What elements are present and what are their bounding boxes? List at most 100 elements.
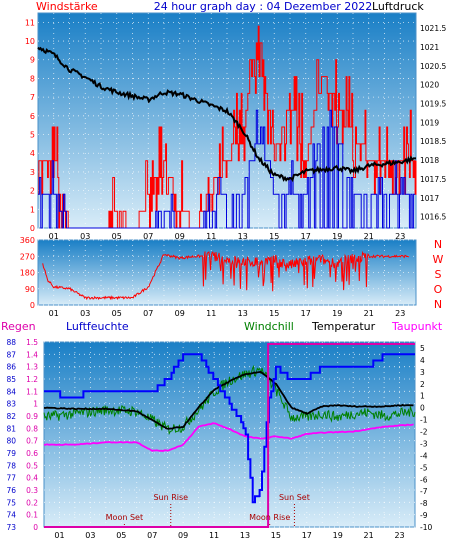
rain-tick-label: 0.4	[26, 474, 38, 483]
y-left-tick-label: 8	[30, 74, 35, 83]
humidity-series	[44, 353, 415, 504]
humidity-tick-label: 75	[6, 498, 16, 507]
rain-tick-label: 0	[33, 523, 38, 532]
x-tick-label: 07	[143, 232, 153, 241]
temperature-tick-label: 3	[420, 368, 425, 377]
humidity-label: Luftfeuchte	[66, 320, 129, 333]
compass-label: N	[434, 298, 442, 311]
rain-tick-label: 1.5	[26, 338, 38, 347]
panel2-series	[42, 250, 410, 301]
humidity-tick-label: 77	[6, 474, 16, 483]
annotation-label: Moon Set	[106, 513, 143, 522]
pressure-label: Luftdruck	[372, 0, 424, 13]
y-tick-label: 0	[30, 301, 35, 310]
temperature-tick-label: 2	[420, 380, 425, 389]
pressure-series	[37, 46, 416, 183]
humidity-tick-label: 88	[6, 338, 16, 347]
humidity-tick-label: 74	[6, 511, 16, 520]
rain-tick-label: 0.5	[26, 461, 38, 470]
gust-series	[38, 109, 416, 229]
x-tick-label: 13	[240, 531, 250, 540]
y-left-tick-label: 10	[25, 37, 35, 46]
rain-tick-label: 1.1	[26, 387, 38, 396]
y-right-tick-label: 1017.5	[420, 175, 446, 184]
temperature-tick-label: -9	[420, 511, 428, 520]
y-tick-label: 180	[20, 269, 35, 278]
y-right-tick-label: 1021	[420, 43, 439, 52]
y-left-tick-label: 4	[30, 149, 35, 158]
y-right-tick-label: 1020	[420, 81, 439, 90]
rain-tick-label: 0.1	[26, 511, 38, 520]
rain-tick-label: 0.2	[26, 498, 38, 507]
x-tick-label: 19	[332, 232, 342, 241]
y-right-tick-label: 1017	[420, 194, 439, 203]
x-tick-label: 19	[333, 531, 343, 540]
y-left-tick-label: 9	[30, 56, 35, 65]
x-tick-label: 15	[271, 531, 281, 540]
y-right-tick-label: 1016.5	[420, 213, 446, 222]
wind-strength-label: Windstärke	[36, 0, 98, 13]
y-right-tick-label: 1020.5	[420, 62, 446, 71]
rain-series	[44, 343, 415, 528]
compass-label: S	[435, 268, 442, 281]
dewpoint-series	[43, 422, 414, 452]
y-left-tick-label: 5	[30, 131, 35, 140]
y-tick-label: 270	[20, 252, 35, 261]
panel3-series	[43, 343, 416, 528]
x-tick-label: 07	[147, 531, 157, 540]
y-tick-label: 360	[20, 236, 35, 245]
x-tick-label: 17	[301, 309, 311, 318]
humidity-tick-label: 83	[6, 400, 16, 409]
panel3-background	[43, 341, 416, 528]
temperature-tick-label: -5	[420, 463, 428, 472]
x-tick-label: 13	[238, 232, 248, 241]
rain-label: Regen	[1, 320, 36, 333]
x-tick-label: 01	[49, 309, 59, 318]
temperature-tick-label: -3	[420, 439, 428, 448]
x-tick-label: 17	[301, 232, 311, 241]
y-right-tick-label: 1021.5	[420, 24, 446, 33]
wind-direction-series	[42, 250, 410, 301]
x-tick-label: 09	[178, 531, 188, 540]
humidity-tick-label: 78	[6, 461, 16, 470]
x-tick-label: 11	[206, 309, 216, 318]
x-tick-label: 17	[302, 531, 312, 540]
y-left-tick-label: 0	[30, 224, 35, 233]
temperature-series	[43, 370, 414, 430]
temperature-tick-label: -4	[420, 451, 428, 460]
y-right-tick-label: 1019	[420, 118, 439, 127]
y-left-tick-label: 6	[30, 112, 35, 121]
compass-label: N	[434, 238, 442, 251]
humidity-tick-label: 76	[6, 486, 16, 495]
temperature-tick-label: 4	[420, 356, 425, 365]
humidity-tick-label: 82	[6, 412, 16, 421]
rain-tick-label: 0.6	[26, 449, 38, 458]
temperature-tick-label: -6	[420, 475, 428, 484]
y-right-tick-label: 1018.5	[420, 137, 446, 146]
x-tick-label: 21	[364, 309, 374, 318]
humidity-tick-label: 87	[6, 350, 16, 359]
x-tick-label: 11	[209, 531, 219, 540]
humidity-tick-label: 86	[6, 363, 16, 372]
humidity-tick-label: 73	[6, 523, 16, 532]
temperature-tick-label: 0	[420, 404, 425, 413]
rain-tick-label: 1.4	[26, 350, 38, 359]
x-tick-label: 09	[175, 232, 185, 241]
x-tick-label: 15	[269, 232, 279, 241]
x-tick-label: 23	[395, 232, 405, 241]
compass-label: W	[433, 253, 444, 266]
humidity-tick-label: 80	[6, 437, 16, 446]
rain-tick-label: 1.2	[26, 375, 38, 384]
x-tick-label: 23	[394, 531, 404, 540]
x-tick-label: 03	[80, 232, 90, 241]
temperature-tick-label: -2	[420, 428, 428, 437]
temperature-tick-label: -8	[420, 499, 428, 508]
temperature-label: Temperatur	[311, 320, 376, 333]
rain-tick-label: 0.7	[26, 437, 38, 446]
panel1-axes: 01 03 05 07 09 11 13 15 17 19 21 230123456789101110…	[25, 18, 447, 241]
annotation-label: Sun Rise	[153, 493, 188, 502]
